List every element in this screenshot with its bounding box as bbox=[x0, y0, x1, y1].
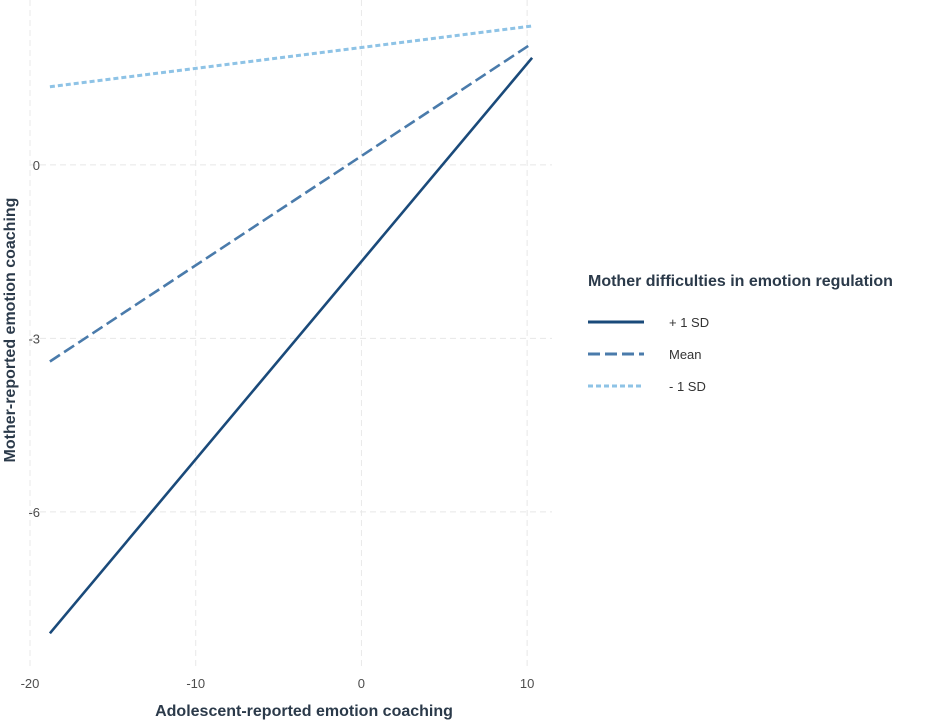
x-tick-label: 0 bbox=[358, 676, 365, 691]
x-tick-label: -20 bbox=[21, 676, 40, 691]
legend-label: - 1 SD bbox=[669, 379, 706, 394]
legend-title: Mother difficulties in emotion regulatio… bbox=[588, 273, 893, 290]
series-line-1 bbox=[49, 42, 533, 363]
x-tick-label: -10 bbox=[186, 676, 205, 691]
y-axis-title: Mother-reported emotion coaching bbox=[2, 198, 19, 463]
series-lines bbox=[48, 24, 534, 635]
series-line-0 bbox=[48, 56, 534, 635]
legend-label: + 1 SD bbox=[669, 315, 709, 330]
y-tick-label: -6 bbox=[28, 505, 40, 520]
x-axis-title: Adolescent-reported emotion coaching bbox=[155, 703, 453, 720]
tick-labels: -20 -10 0 10 0 -3 -6 bbox=[21, 158, 535, 691]
y-tick-label: 0 bbox=[33, 158, 40, 173]
grid bbox=[29, 0, 552, 668]
legend: Mother difficulties in emotion regulatio… bbox=[588, 273, 893, 394]
series-line-2 bbox=[49, 24, 533, 89]
legend-label: Mean bbox=[669, 347, 702, 362]
x-tick-label: 10 bbox=[520, 676, 534, 691]
y-tick-label: -3 bbox=[28, 331, 40, 346]
